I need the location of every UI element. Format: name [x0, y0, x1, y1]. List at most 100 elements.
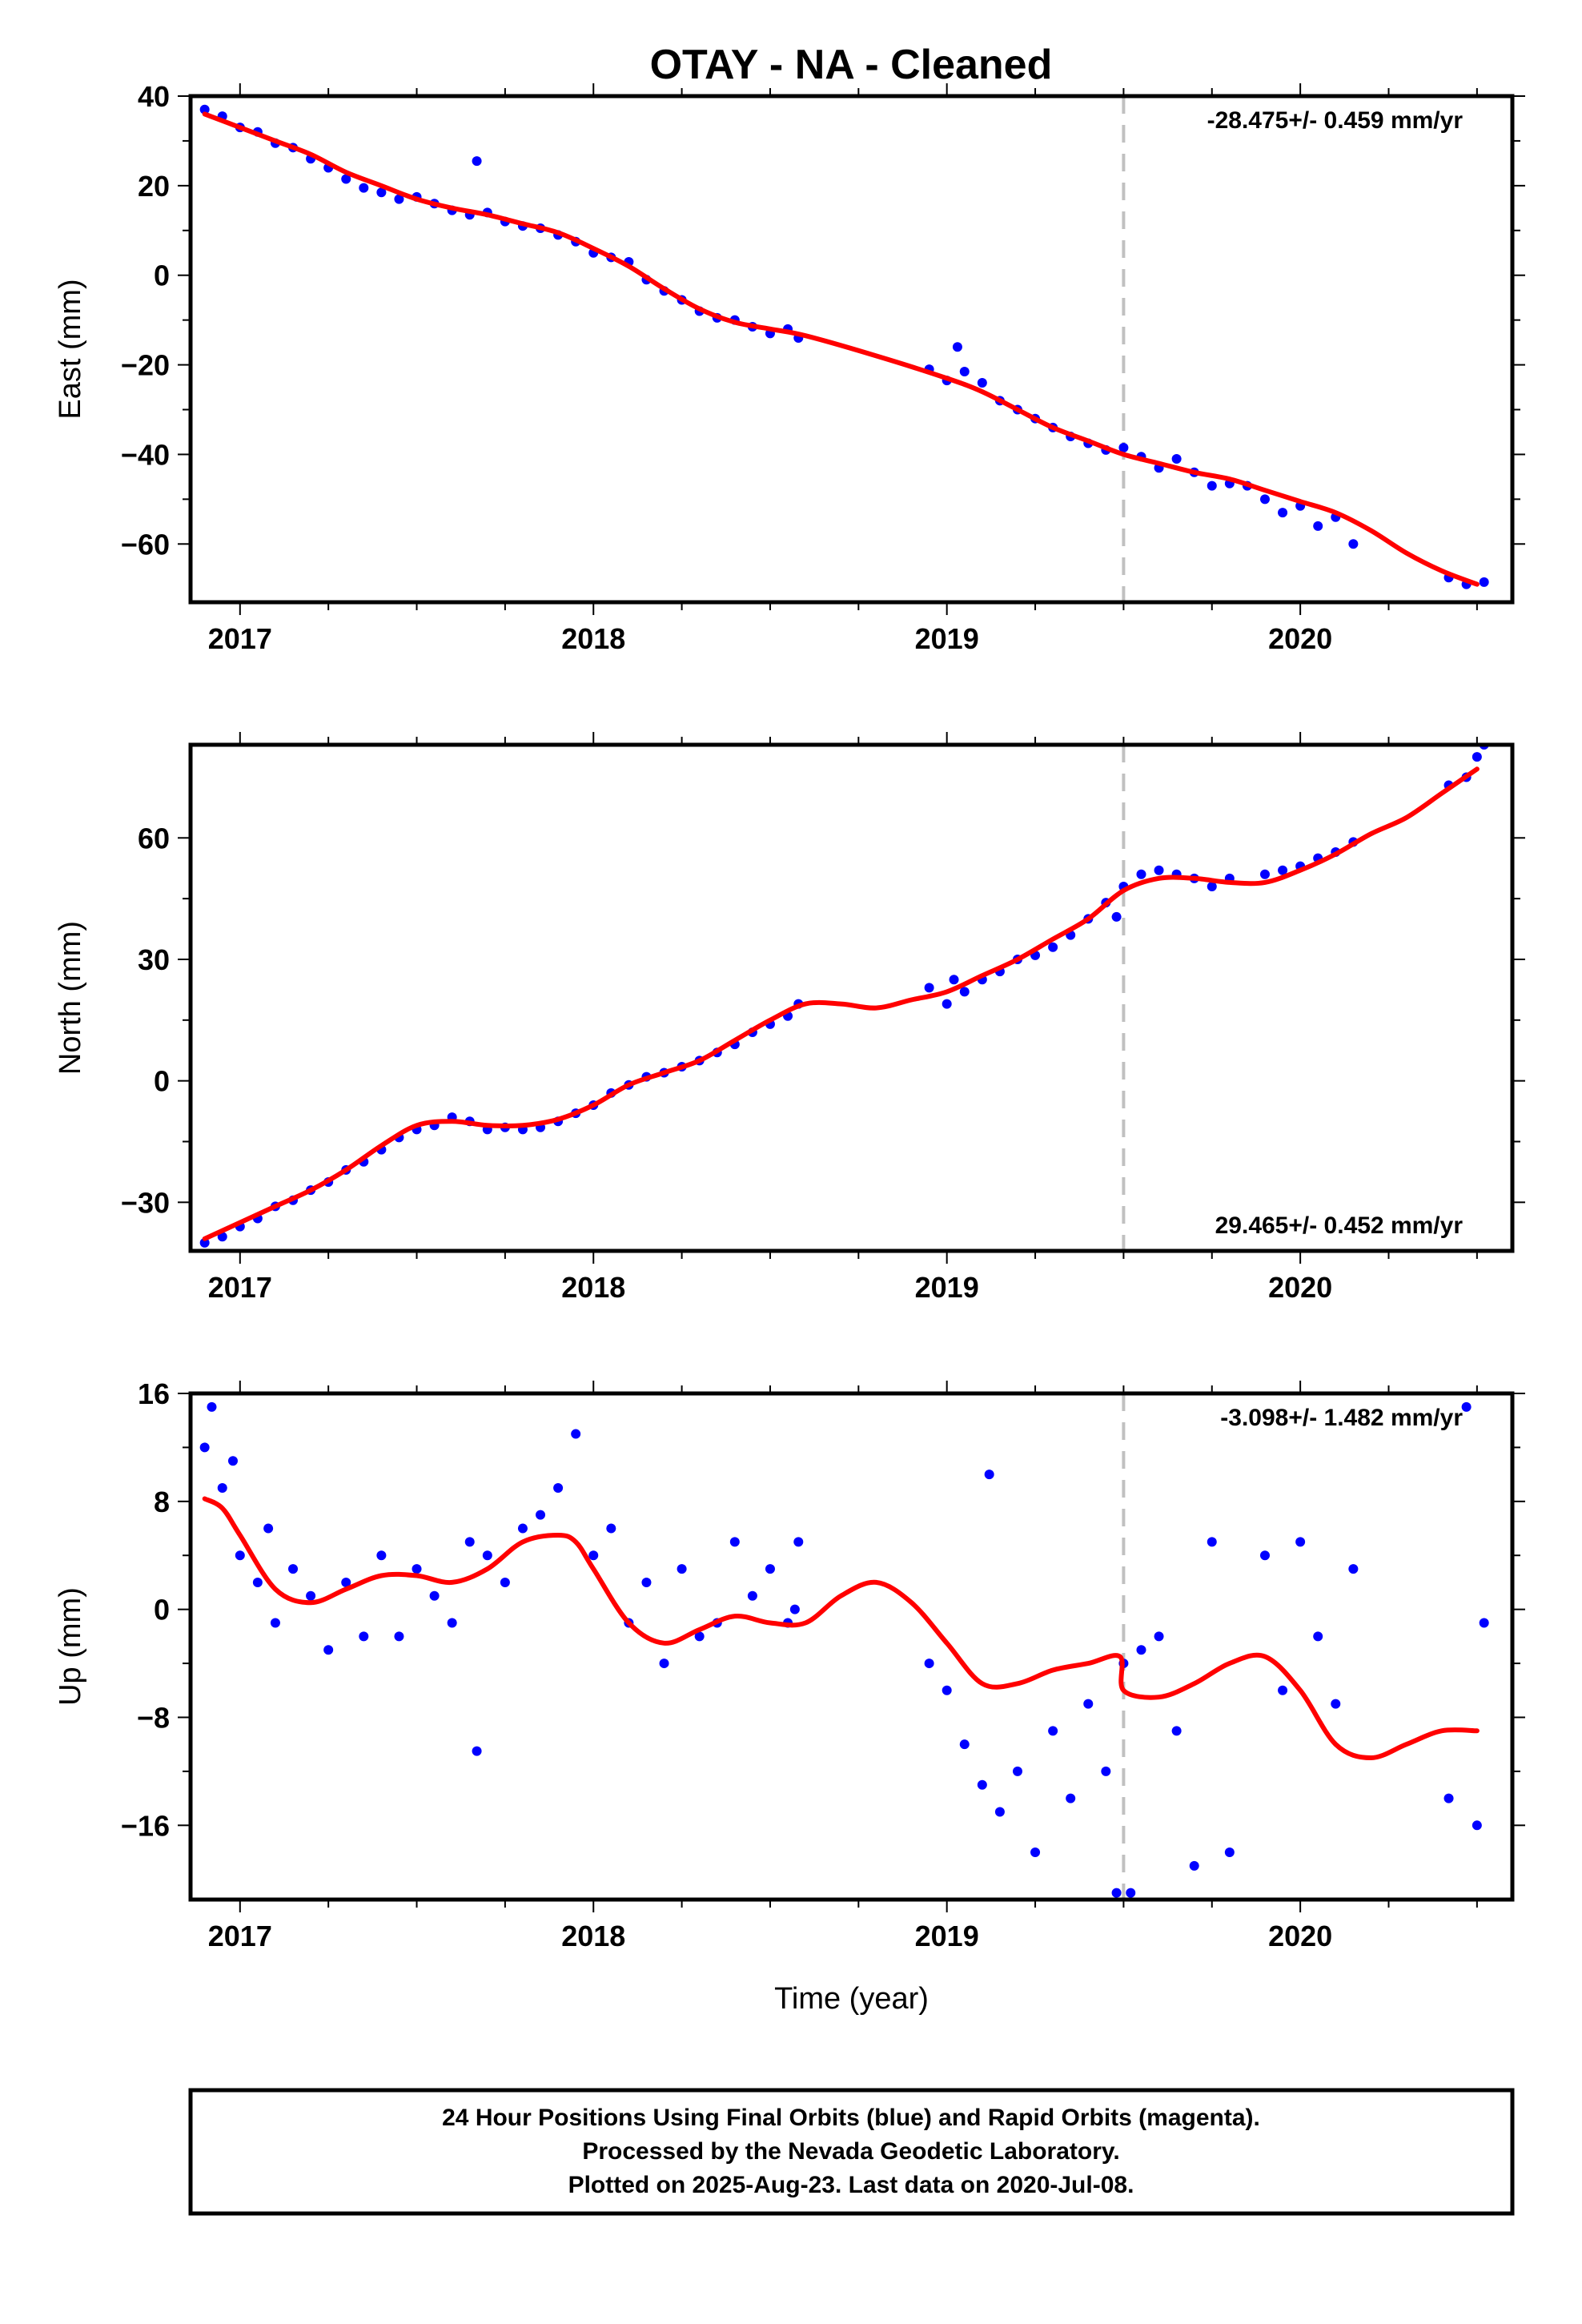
footer-line-3: Plotted on 2025-Aug-23. Last data on 202… — [568, 2172, 1134, 2198]
x-tick-label: 2018 — [561, 1920, 625, 1952]
data-point — [1030, 1848, 1041, 1858]
data-point — [1101, 1766, 1111, 1776]
data-point — [977, 377, 987, 388]
data-point — [207, 1401, 217, 1412]
x-tick-label: 2019 — [915, 1920, 979, 1952]
data-point — [1171, 1726, 1182, 1736]
data-point — [924, 983, 934, 993]
data-point — [1111, 1888, 1122, 1898]
data-point — [1154, 865, 1164, 875]
data-point — [1313, 1631, 1323, 1642]
data-point — [1278, 1685, 1288, 1695]
data-point — [765, 1564, 775, 1574]
y-axis-label: North (mm) — [54, 921, 87, 1075]
data-point — [288, 1564, 299, 1574]
east-panel: 2017 2018 2019 2020 40 20 0 −20 −40 −60 East (mm) -… — [54, 80, 1525, 655]
data-point — [949, 975, 959, 985]
rate-label: -3.098+/- 1.482 mm/yr — [1220, 1405, 1463, 1431]
data-point — [464, 1537, 475, 1547]
data-point — [199, 104, 210, 115]
data-point — [394, 1631, 404, 1642]
x-axis-label: Time (year) — [774, 1982, 929, 2016]
data-point — [1012, 1766, 1022, 1776]
up-panel: 2017 2018 2019 2020 16 8 0 −8 −16 Up (mm) Time (ye… — [54, 1377, 1525, 2016]
data-point — [1348, 539, 1359, 549]
data-point — [1083, 1699, 1094, 1709]
footer-box: 24 Hour Positions Using Final Orbits (bl… — [188, 2088, 1515, 2216]
data-point — [1154, 1631, 1164, 1642]
plot-frame — [188, 1391, 1515, 1902]
data-point — [793, 1537, 804, 1547]
y-tick-label: 40 — [138, 80, 170, 113]
data-point — [1118, 443, 1129, 453]
data-point — [323, 1645, 334, 1655]
data-point — [984, 1470, 994, 1480]
data-point — [199, 1442, 210, 1453]
data-point — [235, 1550, 245, 1561]
data-point — [641, 1577, 652, 1587]
x-tick-label: 2019 — [915, 1271, 979, 1304]
x-tick-label: 2018 — [561, 622, 625, 655]
data-point — [263, 1523, 274, 1534]
data-point — [952, 342, 962, 352]
data-point — [359, 1631, 369, 1642]
data-point — [694, 1631, 705, 1642]
y-tick-label: −40 — [121, 438, 170, 471]
data-point — [394, 194, 404, 204]
y-tick-label: −16 — [121, 1809, 170, 1842]
footer-line-2: Processed by the Nevada Geodetic Laborat… — [582, 2138, 1119, 2165]
data-point — [1278, 508, 1288, 518]
data-point — [1126, 1888, 1136, 1898]
x-tick-label: 2017 — [208, 1920, 272, 1952]
y-tick-label: −8 — [137, 1701, 170, 1734]
data-point — [1331, 1699, 1341, 1709]
plot-frame — [188, 742, 1515, 1253]
data-point — [1207, 881, 1217, 891]
footer-line-1: 24 Hour Positions Using Final Orbits (bl… — [442, 2105, 1260, 2131]
north-panel: 2017 2018 2019 2020 60 30 0 −30 North (mm) 29.465… — [54, 732, 1525, 1304]
data-point — [412, 1564, 422, 1574]
data-point — [1461, 1401, 1472, 1412]
x-tick-label: 2020 — [1268, 1271, 1332, 1304]
data-point — [1472, 752, 1482, 762]
data-point — [359, 183, 369, 193]
data-point — [1171, 454, 1182, 464]
data-point — [1472, 1820, 1482, 1831]
data-point — [227, 1456, 238, 1466]
y-tick-label: −20 — [121, 349, 170, 382]
y-tick-label: 60 — [138, 822, 170, 854]
data-point — [677, 1564, 687, 1574]
data-point — [1224, 1848, 1235, 1858]
y-tick-label: −60 — [121, 528, 170, 561]
data-point — [270, 1618, 280, 1628]
data-point — [924, 1659, 934, 1669]
data-point — [1443, 1793, 1454, 1803]
data-point — [553, 1482, 564, 1493]
data-point — [482, 1550, 492, 1561]
data-point — [1479, 577, 1489, 587]
y-tick-label: 16 — [138, 1377, 170, 1410]
y-tick-label: 8 — [154, 1486, 170, 1518]
data-point — [959, 987, 970, 997]
data-point — [1207, 480, 1217, 491]
data-point — [376, 1550, 387, 1561]
rate-label: 29.465+/- 0.452 mm/yr — [1215, 1212, 1464, 1239]
data-point — [1259, 869, 1270, 879]
data-point — [1313, 521, 1323, 531]
y-axis-label: East (mm) — [54, 279, 87, 419]
data-point — [1136, 1645, 1146, 1655]
data-point — [199, 1237, 210, 1248]
data-point — [500, 1577, 510, 1587]
data-point — [217, 1482, 227, 1493]
data-point — [606, 1523, 616, 1534]
data-point — [571, 1429, 581, 1439]
data-point — [1348, 1564, 1359, 1574]
y-tick-label: 0 — [154, 259, 170, 292]
plot-frame — [188, 94, 1515, 605]
data-point — [977, 1779, 987, 1790]
data-point — [517, 1523, 528, 1534]
data-point — [729, 1537, 740, 1547]
rate-label: -28.475+/- 0.459 mm/yr — [1207, 107, 1464, 134]
data-point — [306, 1590, 316, 1601]
